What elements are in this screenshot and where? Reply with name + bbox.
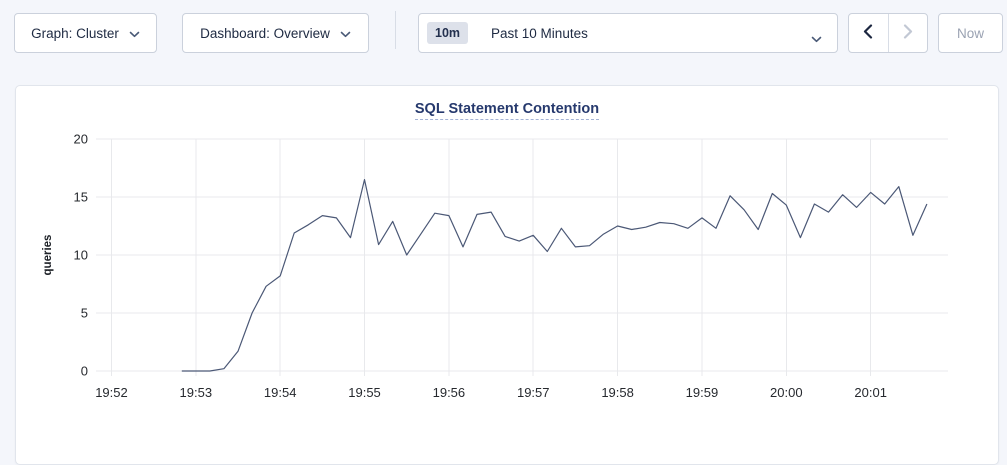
graph-dropdown[interactable]: Graph: Cluster	[14, 13, 157, 53]
now-button[interactable]: Now	[938, 13, 1003, 53]
y-tick-label: 20	[74, 132, 88, 147]
dashboard-dropdown[interactable]: Dashboard: Overview	[182, 13, 369, 53]
time-range-badge: 10m	[427, 22, 469, 44]
y-tick-label: 10	[74, 248, 88, 263]
chevron-left-icon	[863, 24, 873, 42]
x-tick-label: 19:57	[517, 385, 550, 400]
x-tick-label: 19:53	[180, 385, 213, 400]
toolbar-divider	[395, 11, 396, 49]
x-tick-label: 19:52	[95, 385, 128, 400]
y-axis-label: queries	[42, 235, 54, 276]
time-back-button[interactable]	[849, 14, 888, 52]
chart-card: SQL Statement Contention 0 5 10 15 20 19:52 19…	[15, 85, 999, 465]
chart-title[interactable]: SQL Statement Contention	[414, 101, 600, 120]
chevron-down-icon	[811, 31, 822, 46]
time-window-arrows	[848, 13, 928, 53]
x-tick-label: 19:58	[601, 385, 634, 400]
x-tick-label: 19:56	[433, 385, 466, 400]
chevron-down-icon	[340, 26, 351, 41]
contention-chart[interactable]: 0 5 10 15 20 19:52 19:53 19:54 19:55 19:56 19:57 19…	[16, 86, 1000, 421]
dashboard-dropdown-label: Dashboard: Overview	[200, 25, 330, 41]
chart-title-wrap: SQL Statement Contention	[16, 86, 998, 120]
time-range-picker[interactable]: 10m Past 10 Minutes	[418, 13, 838, 53]
x-tick-label: 19:54	[264, 385, 297, 400]
time-range-label: Past 10 Minutes	[491, 25, 588, 41]
x-tick-label: 20:00	[770, 385, 803, 400]
y-tick-label: 0	[81, 364, 88, 379]
y-tick-label: 5	[81, 306, 88, 321]
x-tick-label: 19:55	[348, 385, 381, 400]
graph-dropdown-label: Graph: Cluster	[31, 25, 119, 41]
chevron-down-icon	[129, 26, 140, 41]
y-tick-label: 15	[74, 190, 88, 205]
x-tick-label: 20:01	[854, 385, 887, 400]
series-line	[181, 178, 928, 372]
time-forward-button[interactable]	[887, 14, 928, 52]
x-tick-label: 19:59	[686, 385, 719, 400]
chevron-right-icon	[903, 24, 913, 42]
